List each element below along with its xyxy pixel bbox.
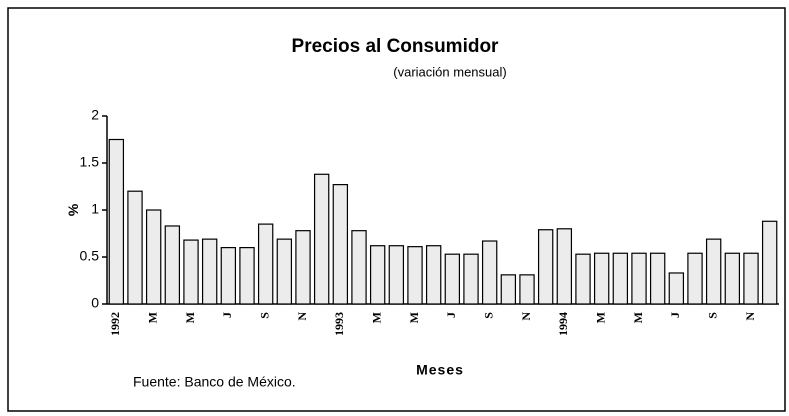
x-tick-label: M bbox=[631, 312, 645, 323]
bar bbox=[593, 252, 610, 305]
x-tick-label: 1992 bbox=[108, 312, 122, 336]
x-tick-label: N bbox=[743, 312, 757, 321]
bar bbox=[201, 238, 218, 305]
bar bbox=[388, 245, 405, 305]
x-tick-label: 1994 bbox=[556, 312, 570, 336]
x-tick-label: N bbox=[519, 312, 533, 321]
bar bbox=[668, 272, 685, 305]
chart-frame bbox=[7, 7, 786, 412]
x-tick-label: M bbox=[593, 312, 607, 323]
x-tick-label: J bbox=[220, 312, 234, 318]
bar bbox=[425, 245, 442, 305]
bar bbox=[220, 247, 237, 305]
bar bbox=[313, 173, 330, 305]
bar bbox=[481, 240, 498, 305]
bar bbox=[108, 138, 125, 305]
x-tick-label: J bbox=[668, 312, 682, 318]
x-tick-label: M bbox=[369, 312, 383, 323]
x-axis-label: Meses bbox=[416, 362, 464, 378]
bar bbox=[705, 238, 722, 305]
x-tick-label: N bbox=[295, 312, 309, 321]
bar bbox=[724, 252, 741, 305]
bar bbox=[631, 252, 647, 305]
bar bbox=[127, 190, 143, 305]
bar bbox=[276, 238, 293, 305]
bar bbox=[444, 253, 461, 305]
bar bbox=[649, 252, 666, 305]
bar bbox=[407, 246, 423, 305]
bar bbox=[257, 223, 274, 305]
chart-title: Precios al Consumidor bbox=[292, 36, 500, 57]
y-tick-label: 0 bbox=[91, 295, 99, 311]
bar bbox=[164, 225, 181, 305]
bar bbox=[295, 230, 311, 305]
x-tick-label: 1993 bbox=[332, 312, 346, 336]
source-note: Fuente: Banco de México. bbox=[133, 374, 296, 390]
x-tick-label: J bbox=[444, 312, 458, 318]
x-tick-label: M bbox=[407, 312, 421, 323]
bar bbox=[612, 252, 629, 305]
bar bbox=[369, 245, 386, 305]
y-tick-label: 2 bbox=[91, 107, 99, 123]
bar bbox=[687, 252, 703, 305]
bar bbox=[332, 184, 349, 305]
x-tick-label: S bbox=[257, 312, 271, 319]
x-tick-label: S bbox=[481, 312, 495, 319]
bar bbox=[556, 228, 573, 305]
bar bbox=[537, 229, 554, 305]
chart-subtitle: (variación mensual) bbox=[393, 64, 506, 79]
bar bbox=[351, 230, 367, 305]
bar bbox=[183, 239, 199, 305]
bar bbox=[239, 247, 255, 305]
y-tick-label: 1.5 bbox=[80, 154, 100, 170]
bar bbox=[519, 274, 535, 305]
bar bbox=[575, 253, 591, 305]
x-tick-label: M bbox=[183, 312, 197, 323]
bar bbox=[761, 220, 778, 305]
y-tick-label: 0.5 bbox=[80, 248, 100, 264]
y-tick-label: 1 bbox=[91, 201, 99, 217]
bar bbox=[500, 274, 517, 305]
x-tick-label: M bbox=[145, 312, 159, 323]
bar bbox=[145, 209, 162, 305]
bar bbox=[463, 253, 479, 305]
x-tick-label: S bbox=[705, 312, 719, 319]
bar bbox=[743, 252, 759, 305]
y-axis-label: % bbox=[65, 204, 81, 217]
